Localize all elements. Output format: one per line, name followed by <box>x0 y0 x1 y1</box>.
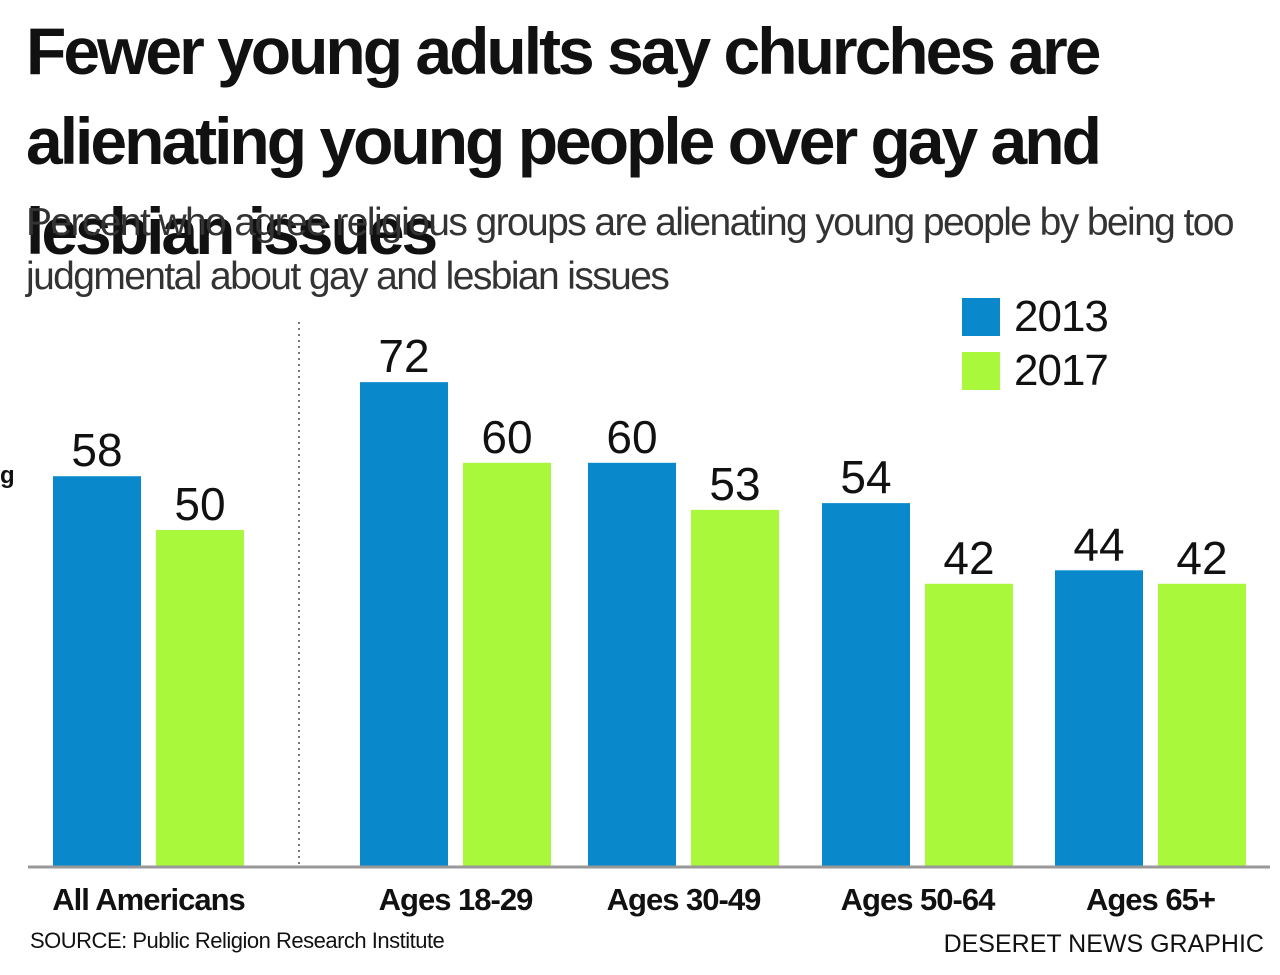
bar-ages-50-64-2013 <box>822 503 910 866</box>
legend-label-2017: 2017 <box>1014 346 1109 395</box>
data-label-ages-65-2013: 44 <box>1073 518 1124 570</box>
category-label-4: Ages 65+ <box>1086 882 1215 917</box>
stray-text-fragment: g <box>0 462 15 489</box>
legend-label-2013: 2013 <box>1014 292 1109 341</box>
bar-ages-65-2013 <box>1055 570 1143 866</box>
bar-ages-30-49-2013 <box>588 462 676 866</box>
bar-all-americans-2017 <box>156 530 244 866</box>
bar-ages-18-29-2013 <box>360 382 448 866</box>
data-label-ages-65-2017: 42 <box>1176 532 1227 584</box>
data-label-all-americans-2013: 58 <box>71 424 122 476</box>
data-label-all-americans-2017: 50 <box>174 478 225 530</box>
data-label-ages-50-64-2017: 42 <box>943 532 994 584</box>
legend-swatch-2017 <box>962 352 1000 390</box>
graphic-credit: DESERET NEWS GRAPHIC <box>943 930 1264 958</box>
data-label-ages-30-49-2017: 53 <box>709 458 760 510</box>
bar-all-americans-2013 <box>53 476 141 866</box>
category-label-1: Ages 18-29 <box>379 882 533 917</box>
data-label-ages-30-49-2013: 60 <box>606 411 657 463</box>
category-label-0: All Americans <box>52 882 245 917</box>
chart-title: Fewer young adults say churches are alie… <box>26 14 1102 268</box>
legend-swatch-2013 <box>962 298 1000 336</box>
data-label-ages-18-29-2017: 60 <box>481 411 532 463</box>
bar-ages-50-64-2017 <box>925 583 1013 866</box>
bar-ages-18-29-2017 <box>463 462 551 866</box>
source-note: SOURCE: Public Religion Research Institu… <box>30 928 445 953</box>
chart-subtitle: Percent who agree religious groups are a… <box>26 201 1235 298</box>
data-label-ages-50-64-2013: 54 <box>840 451 891 503</box>
bar-ages-65-2017 <box>1158 583 1246 866</box>
bar-ages-30-49-2017 <box>691 509 779 866</box>
data-label-ages-18-29-2013: 72 <box>378 330 429 382</box>
category-label-2: Ages 30-49 <box>607 882 761 917</box>
category-label-3: Ages 50-64 <box>841 882 996 917</box>
